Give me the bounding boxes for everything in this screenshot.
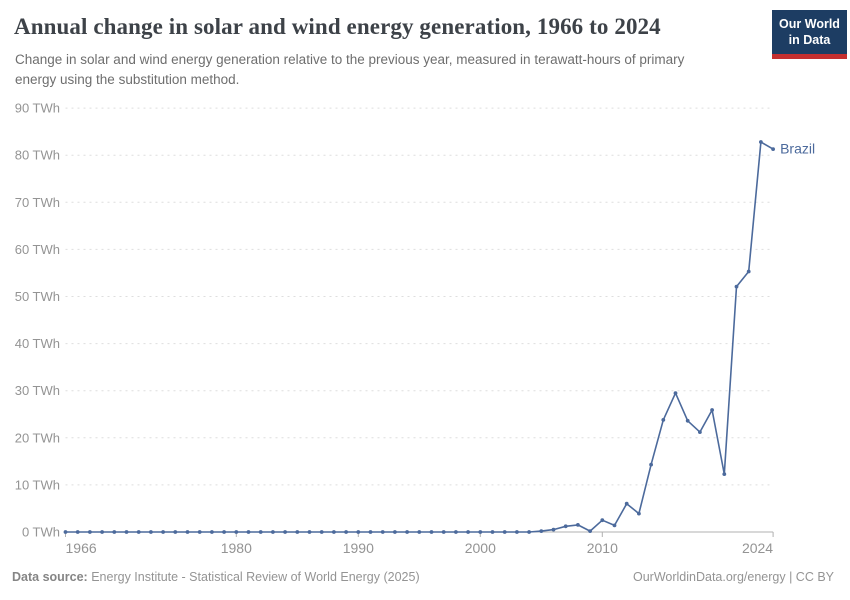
y-tick-label: 0 TWh xyxy=(22,525,60,540)
grid-lines: 0 TWh 10 TWh 20 TWh 30 TWh 40 TWh 50 TWh 60 TW… xyxy=(15,101,774,540)
data-point[interactable] xyxy=(624,501,629,506)
data-point[interactable] xyxy=(380,530,385,534)
data-point[interactable] xyxy=(698,430,702,434)
data-point[interactable] xyxy=(344,530,348,534)
data-point[interactable] xyxy=(246,530,251,534)
data-point[interactable] xyxy=(173,530,178,534)
data-point[interactable] xyxy=(295,530,300,534)
data-point[interactable] xyxy=(454,530,458,534)
data-point[interactable] xyxy=(283,530,287,534)
data-point[interactable] xyxy=(319,530,324,534)
owid-logo: Our World in Data xyxy=(772,10,847,59)
data-point[interactable] xyxy=(576,523,580,527)
data-point[interactable] xyxy=(197,530,202,534)
data-point[interactable] xyxy=(466,530,470,534)
series-end-label[interactable]: Brazil xyxy=(780,141,815,157)
y-tick-label: 60 TWh xyxy=(15,242,60,257)
x-tick-label: 1980 xyxy=(221,540,252,556)
data-point[interactable] xyxy=(222,530,227,534)
data-point[interactable] xyxy=(185,530,190,534)
data-point[interactable] xyxy=(685,418,690,423)
y-tick-label: 40 TWh xyxy=(15,336,60,351)
data-point[interactable] xyxy=(478,530,483,534)
data-point[interactable] xyxy=(527,530,531,534)
data-point[interactable] xyxy=(588,529,592,533)
data-point[interactable] xyxy=(307,530,312,534)
y-tick-label: 50 TWh xyxy=(15,289,60,304)
data-source-text: Energy Institute - Statistical Review of… xyxy=(91,570,420,584)
y-tick-label: 20 TWh xyxy=(15,430,60,445)
data-point[interactable] xyxy=(637,511,641,516)
data-point[interactable] xyxy=(551,527,556,532)
x-tick-label: 2000 xyxy=(465,540,496,556)
credit-note[interactable]: OurWorldinData.org/energy | CC BY xyxy=(632,570,834,584)
data-point[interactable] xyxy=(515,530,519,534)
data-point[interactable] xyxy=(417,530,422,534)
data-point[interactable] xyxy=(271,530,275,534)
data-source-note: Data source: Energy Institute - Statisti… xyxy=(12,570,420,584)
y-tick-label: 30 TWh xyxy=(15,383,60,398)
data-point[interactable] xyxy=(649,462,653,467)
chart-subtitle: Change in solar and wind energy generati… xyxy=(15,52,685,87)
data-source-label: Data source: xyxy=(12,570,88,584)
y-tick-label: 80 TWh xyxy=(15,148,60,163)
data-point[interactable] xyxy=(661,418,666,422)
x-axis-ticks: 1966 1980 1990 2000 2010 2024 xyxy=(65,532,774,556)
data-point[interactable] xyxy=(746,269,751,274)
series-line[interactable] xyxy=(65,141,774,533)
data-point[interactable] xyxy=(136,530,141,534)
data-point[interactable] xyxy=(441,530,446,534)
data-point[interactable] xyxy=(210,530,214,534)
data-point[interactable] xyxy=(75,530,80,534)
data-point[interactable] xyxy=(490,530,495,534)
x-tick-label: 1966 xyxy=(66,540,97,556)
page-title: Annual change in solar and wind energy g… xyxy=(14,14,661,39)
data-point[interactable] xyxy=(356,530,361,534)
data-point[interactable] xyxy=(258,530,263,534)
data-point[interactable] xyxy=(100,530,104,534)
y-tick-label: 10 TWh xyxy=(15,477,60,492)
data-point[interactable] xyxy=(393,530,397,534)
data-point[interactable] xyxy=(63,530,68,534)
data-point[interactable] xyxy=(771,147,775,152)
data-point[interactable] xyxy=(161,530,166,534)
data-point[interactable] xyxy=(112,530,117,534)
data-point[interactable] xyxy=(429,530,434,534)
data-point[interactable] xyxy=(332,530,336,534)
data-point[interactable] xyxy=(124,530,129,534)
data-point[interactable] xyxy=(405,530,409,534)
data-point[interactable] xyxy=(539,529,544,533)
data-point[interactable] xyxy=(234,530,239,534)
data-point[interactable] xyxy=(759,140,763,144)
y-tick-label: 70 TWh xyxy=(15,195,60,210)
data-point[interactable] xyxy=(563,524,568,529)
data-point[interactable] xyxy=(88,530,92,534)
owid-logo-line2: in Data xyxy=(788,33,831,48)
series-brazil[interactable]: Brazil xyxy=(63,140,816,534)
x-tick-label: 2024 xyxy=(742,540,773,556)
data-point[interactable] xyxy=(710,408,714,412)
data-point[interactable] xyxy=(734,284,739,289)
data-point[interactable] xyxy=(600,518,605,523)
y-tick-label: 90 TWh xyxy=(15,101,60,116)
owid-logo-line1: Our World xyxy=(779,17,840,31)
data-point[interactable] xyxy=(673,391,678,395)
data-point[interactable] xyxy=(612,523,617,528)
x-tick-label: 1990 xyxy=(343,540,374,556)
data-point[interactable] xyxy=(368,530,373,534)
data-point[interactable] xyxy=(149,530,153,534)
data-point[interactable] xyxy=(722,472,727,476)
x-tick-label: 2010 xyxy=(587,540,618,556)
chart-footer: Data source: Energy Institute - Statisti… xyxy=(12,570,834,584)
data-point[interactable] xyxy=(502,530,507,534)
